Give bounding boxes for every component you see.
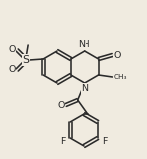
Text: CH₃: CH₃ [114,74,127,80]
Text: O: O [57,101,64,111]
Text: O: O [9,66,16,75]
Text: F: F [60,136,66,145]
Text: O: O [9,45,16,55]
Text: N: N [81,84,88,93]
Text: O: O [114,51,121,59]
Text: N: N [78,40,85,49]
Text: H: H [82,40,89,49]
Text: F: F [102,136,108,145]
Text: S: S [23,55,30,65]
